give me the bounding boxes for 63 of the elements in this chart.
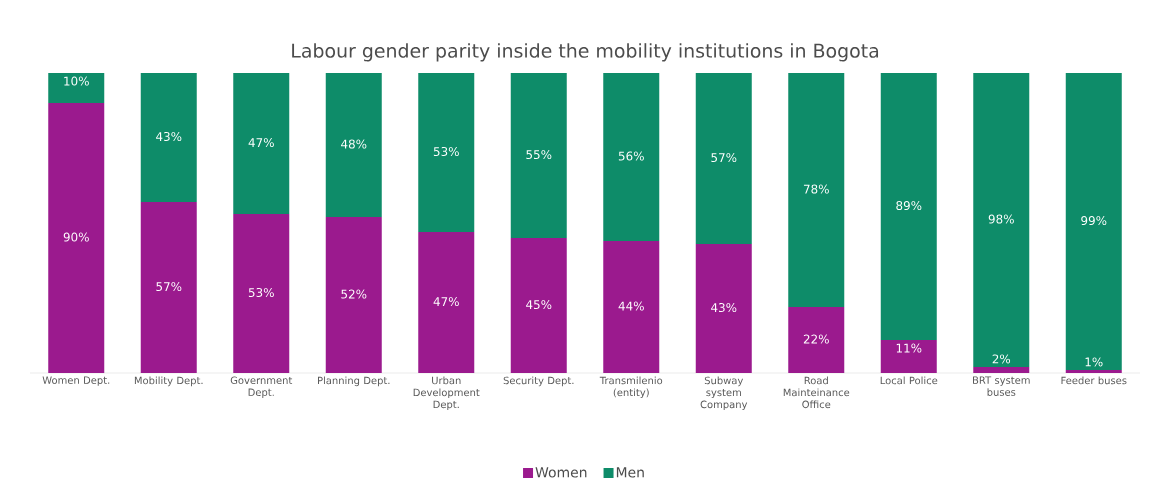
data-label: 11% — [896, 343, 922, 353]
bar — [788, 307, 845, 373]
data-label: 53% — [433, 147, 459, 157]
data-label: 53% — [248, 288, 274, 298]
x-tick-label: Women Dept. — [42, 376, 110, 386]
bar — [510, 238, 567, 373]
data-label: 90% — [63, 232, 89, 242]
bar — [233, 73, 290, 214]
data-label: 99% — [1081, 216, 1107, 226]
bar — [325, 73, 382, 217]
data-label: 43% — [156, 132, 182, 142]
bar — [695, 73, 752, 244]
data-label: 57% — [156, 282, 182, 292]
bar — [695, 244, 752, 373]
data-label: 2% — [992, 354, 1011, 364]
data-label: 10% — [64, 76, 89, 86]
x-tick-label: Mobility Dept. — [134, 376, 203, 387]
data-label: 1% — [1085, 357, 1103, 367]
data-label: 89% — [896, 201, 922, 211]
x-tick-label: Planning Dept. — [318, 376, 390, 387]
data-label: 56% — [618, 151, 644, 161]
data-label: 45% — [526, 300, 552, 310]
data-label: 48% — [341, 139, 367, 149]
bar — [973, 367, 1030, 373]
bar — [603, 241, 660, 373]
x-tick-label: Transmilenio (entity) — [599, 376, 663, 399]
x-tick-label: Subway system Company — [700, 376, 748, 411]
bar — [788, 73, 845, 307]
bar — [418, 232, 475, 373]
data-label: 22% — [803, 334, 829, 344]
chart-title: Labour gender parity inside the mobility institutions in Bogota — [292, 43, 879, 62]
data-label: 47% — [248, 138, 274, 148]
bar — [880, 340, 937, 373]
x-tick-label: Feeder buses — [1061, 376, 1127, 385]
data-label: 44% — [618, 301, 644, 311]
data-label: 98% — [988, 214, 1014, 224]
bar — [48, 73, 105, 103]
data-label: 43% — [711, 303, 737, 313]
data-label: 57% — [711, 153, 737, 163]
bar — [973, 73, 1030, 367]
bar — [48, 103, 105, 373]
bar — [603, 73, 660, 241]
x-tick-label: Local Police — [880, 376, 938, 385]
bar — [140, 202, 197, 373]
x-tick-label: Road Mainteinance Office — [783, 376, 850, 409]
legend-label: Women — [535, 467, 587, 478]
x-tick-label: Government Dept. — [230, 376, 293, 398]
bar — [880, 73, 937, 340]
bar — [510, 73, 567, 238]
data-label: 55% — [526, 150, 552, 160]
bar — [1065, 73, 1122, 370]
legend-label: Men — [616, 467, 644, 478]
x-tick-label: BRT system buses — [973, 376, 1030, 396]
bar — [140, 73, 197, 202]
data-label: 78% — [803, 184, 829, 194]
data-label: 47% — [433, 297, 459, 307]
data-label: 52% — [341, 289, 367, 299]
bar — [233, 214, 290, 373]
bar — [1065, 370, 1122, 373]
x-tick-label: Urban Development Dept. — [413, 376, 480, 411]
bar — [325, 217, 382, 373]
x-tick-label: Security Dept. — [503, 376, 574, 387]
bar — [418, 73, 475, 232]
